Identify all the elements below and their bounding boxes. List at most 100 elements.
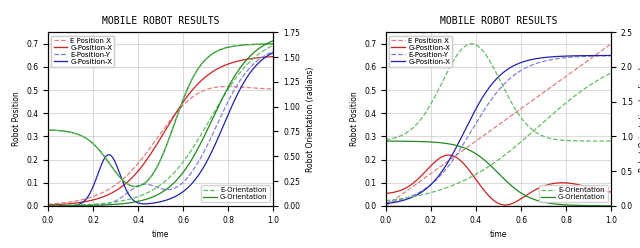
Y-axis label: Robot Position: Robot Position [349, 92, 358, 146]
G-Position-X [208, 150, 216, 153]
E Position X [382, 204, 390, 207]
Line: E Position X: E Position X [48, 87, 273, 204]
E Position X [269, 88, 277, 91]
Y-axis label: Robot Orientation (radians): Robot Orientation (radians) [305, 66, 314, 172]
Line: G-Position-X: G-Position-X [386, 155, 611, 205]
G-Orientation [208, 119, 216, 122]
G-Position-X [71, 204, 79, 207]
G-Position-X [409, 182, 417, 185]
G-Position-X [118, 186, 125, 188]
E-Position-Y [471, 123, 479, 126]
E Position X [471, 140, 479, 143]
G-Orientation [118, 202, 125, 205]
E Position X [546, 87, 554, 90]
E Position X [44, 203, 52, 206]
G-Position-X [382, 202, 390, 205]
G-Orientation [44, 204, 52, 207]
E-Orientation [71, 204, 79, 207]
Legend: E Position X, G-Position-X, E-Position-Y, G-Position-X: E Position X, G-Position-X, E-Position-Y… [51, 36, 115, 67]
E-Position-Y [382, 201, 390, 204]
Line: E-Position-Y: E-Position-Y [48, 52, 273, 206]
E Position X [545, 87, 552, 90]
E-Orientation [409, 195, 417, 198]
G-Orientation [207, 122, 214, 124]
G-Position-X [186, 184, 193, 187]
G-Position-X [546, 183, 554, 186]
Legend: E Position X, G-Position-X, E-Position-Y, G-Position-X: E Position X, G-Position-X, E-Position-Y… [389, 36, 452, 67]
G-Position-X [71, 202, 79, 205]
G-Orientation [524, 204, 531, 207]
E Position X [607, 42, 615, 45]
E-Orientation [44, 204, 52, 207]
Title: MOBILE ROBOT RESULTS: MOBILE ROBOT RESULTS [440, 16, 557, 26]
E Position X [409, 185, 417, 188]
E-Position-Y [186, 173, 193, 176]
E Position X [224, 85, 232, 88]
G-Position-X [269, 51, 277, 54]
E-Orientation [471, 173, 479, 176]
G-Position-X [208, 71, 216, 74]
Line: G-Orientation: G-Orientation [48, 41, 273, 206]
G-Position-X [44, 204, 52, 207]
Line: G-Position-X: G-Position-X [48, 53, 273, 206]
G-Position-X [118, 177, 125, 180]
Line: E-Position-Y: E-Position-Y [386, 56, 611, 203]
G-Orientation [133, 200, 141, 203]
E-Position-Y [269, 50, 277, 53]
G-Position-X [207, 72, 214, 75]
Y-axis label: Robot Orientation (radians): Robot Orientation (radians) [639, 66, 640, 172]
G-Position-X [546, 56, 554, 59]
E-Orientation [382, 199, 390, 202]
E Position X [524, 102, 531, 105]
E-Orientation [207, 117, 214, 120]
G-Position-X [545, 56, 552, 59]
G-Orientation [545, 204, 552, 207]
G-Position-X [525, 192, 532, 195]
E-Position-Y [133, 185, 141, 187]
G-Position-X [269, 55, 277, 58]
E Position X [133, 163, 141, 166]
G-Position-X [501, 204, 509, 207]
G-Orientation [269, 39, 277, 42]
E-Position-Y [545, 59, 552, 62]
G-Position-X [456, 140, 463, 143]
E-Orientation [607, 71, 615, 74]
E-Position-Y [208, 134, 216, 137]
E Position X [207, 87, 214, 90]
G-Position-X [547, 183, 555, 186]
G-Orientation [382, 204, 390, 207]
G-Position-X [472, 178, 479, 181]
G-Orientation [456, 204, 463, 207]
G-Position-X [445, 154, 452, 156]
E-Position-Y [607, 54, 615, 57]
G-Orientation [546, 204, 554, 207]
X-axis label: time: time [152, 230, 170, 239]
E-Position-Y [71, 204, 79, 207]
G-Position-X [409, 195, 417, 198]
E-Orientation [186, 151, 193, 154]
E Position X [208, 87, 216, 90]
E-Position-Y [456, 149, 463, 152]
Line: G-Position-X: G-Position-X [386, 56, 611, 204]
E-Orientation [456, 181, 463, 184]
G-Position-X [133, 171, 141, 174]
E-Position-Y [524, 65, 531, 68]
Line: E-Orientation: E-Orientation [386, 73, 611, 201]
E Position X [456, 152, 463, 155]
G-Position-X [607, 191, 615, 194]
E-Orientation [133, 195, 141, 198]
Line: E Position X: E Position X [386, 44, 611, 206]
G-Position-X [471, 109, 479, 112]
G-Orientation [607, 204, 615, 207]
Legend: E-Orientation, G-Orientation: E-Orientation, G-Orientation [540, 185, 608, 202]
G-Position-X [456, 158, 464, 161]
G-Orientation [409, 204, 417, 207]
Legend: E-Orientation, G-Orientation: E-Orientation, G-Orientation [202, 185, 270, 202]
G-Position-X [186, 92, 193, 95]
Line: G-Position-X: G-Position-X [48, 57, 273, 205]
E-Orientation [545, 116, 552, 119]
E-Orientation [546, 115, 554, 118]
E Position X [71, 200, 79, 203]
G-Orientation [186, 161, 193, 164]
E-Orientation [118, 199, 125, 202]
